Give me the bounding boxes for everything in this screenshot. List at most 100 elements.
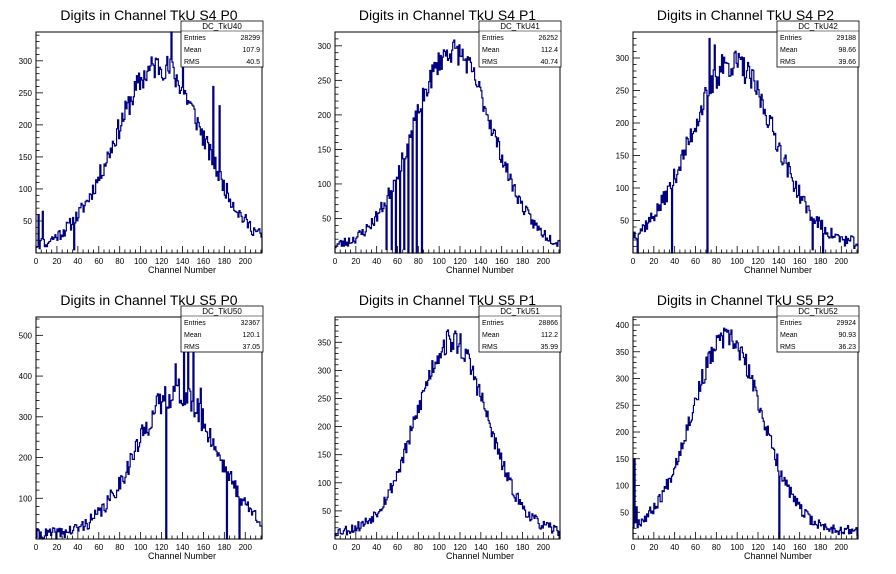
histogram-panel-1: Digits in Channel TkU S4 P1 0 20 40 60 80 100 1… xyxy=(318,7,562,275)
y-tick-label: 350 xyxy=(318,338,332,347)
chart-title: Digits in Channel TkU S4 P1 xyxy=(359,7,536,23)
stats-value-entries: 28299 xyxy=(241,35,261,42)
x-tick-label: 0 xyxy=(34,543,39,552)
x-tick-label: 100 xyxy=(134,257,148,266)
stats-value-mean: 120.1 xyxy=(242,332,260,339)
y-tick-label: 200 xyxy=(616,119,630,128)
x-tick-label: 80 xyxy=(414,257,423,266)
x-tick-label: 60 xyxy=(691,543,700,552)
x-tick-label: 20 xyxy=(351,257,360,266)
y-tick-label: 100 xyxy=(318,479,332,488)
x-axis-label: Channel Number xyxy=(744,551,812,561)
x-tick-label: 80 xyxy=(712,543,721,552)
y-tick-label: 250 xyxy=(616,401,630,410)
chart-title: Digits in Channel TkU S5 P2 xyxy=(657,292,834,308)
y-tick-label: 50 xyxy=(322,214,331,223)
x-tick-label: 40 xyxy=(372,543,381,552)
y-tick-label: 350 xyxy=(616,348,630,357)
y-tick-label: 50 xyxy=(322,507,331,516)
x-tick-label: 80 xyxy=(414,543,423,552)
x-tick-label: 120 xyxy=(453,257,467,266)
stats-label-rms: RMS xyxy=(184,59,200,66)
y-tick-label: 200 xyxy=(318,111,332,120)
x-tick-label: 120 xyxy=(155,257,169,266)
x-tick-label: 140 xyxy=(176,543,190,552)
x-tick-label: 100 xyxy=(134,543,148,552)
x-tick-label: 140 xyxy=(474,543,488,552)
y-tick-label: 100 xyxy=(19,494,33,503)
stats-value-entries: 29188 xyxy=(837,35,857,42)
histogram-panel-2: Digits in Channel TkU S4 P2 0 20 40 60 80 100 1… xyxy=(616,7,860,275)
x-axis-label: Channel Number xyxy=(148,551,216,561)
stats-box: DC_TkU42 Entries 29188 Mean 98.66 RMS 39.66 xyxy=(776,20,860,68)
y-tick-label: 250 xyxy=(318,76,332,85)
stats-label-rms: RMS xyxy=(780,59,796,66)
x-axis-label: Channel Number xyxy=(148,265,216,275)
x-tick-label: 40 xyxy=(670,257,679,266)
stats-box: DC_TkU40 Entries 28299 Mean 107.9 RMS 40.5 xyxy=(180,20,264,68)
x-tick-label: 180 xyxy=(516,543,530,552)
x-tick-label: 160 xyxy=(495,257,509,266)
stats-value-rms: 39.66 xyxy=(838,59,856,66)
x-tick-label: 60 xyxy=(94,543,103,552)
x-tick-label: 100 xyxy=(730,257,744,266)
x-tick-label: 160 xyxy=(495,543,509,552)
stats-box: DC_TkU41 Entries 26252 Mean 112.4 RMS 40.74 xyxy=(478,20,562,68)
x-tick-label: 100 xyxy=(432,543,446,552)
y-tick-label: 50 xyxy=(620,508,629,517)
x-tick-label: 80 xyxy=(712,257,721,266)
y-tick-label: 200 xyxy=(318,423,332,432)
x-tick-label: 40 xyxy=(372,257,381,266)
x-tick-label: 180 xyxy=(218,257,232,266)
stats-box: DC_TkU50 Entries 32367 Mean 120.1 RMS 37.05 xyxy=(180,305,264,353)
stats-name: DC_TkU52 xyxy=(798,307,838,316)
y-tick-label: 150 xyxy=(19,153,33,162)
stats-label-mean: Mean xyxy=(780,47,798,54)
stats-label-entries: Entries xyxy=(780,320,802,327)
stats-label-entries: Entries xyxy=(184,320,206,327)
x-tick-label: 100 xyxy=(730,543,744,552)
histogram-series xyxy=(632,37,859,254)
y-tick-label: 200 xyxy=(19,121,33,130)
y-tick-label: 150 xyxy=(616,152,630,161)
y-tick-label: 200 xyxy=(616,428,630,437)
x-tick-label: 160 xyxy=(793,257,807,266)
stats-value-mean: 107.9 xyxy=(242,47,260,54)
x-tick-label: 0 xyxy=(631,257,636,266)
stats-value-entries: 28866 xyxy=(539,320,559,327)
stats-label-entries: Entries xyxy=(780,35,802,42)
x-tick-label: 40 xyxy=(73,543,82,552)
x-tick-label: 120 xyxy=(751,543,765,552)
plot-frame xyxy=(35,31,263,254)
x-tick-label: 180 xyxy=(516,257,530,266)
x-tick-label: 0 xyxy=(34,257,39,266)
x-tick-label: 200 xyxy=(239,543,253,552)
x-tick-label: 140 xyxy=(772,543,786,552)
stats-value-entries: 26252 xyxy=(539,35,559,42)
stats-value-rms: 35.99 xyxy=(540,344,558,351)
y-tick-label: 100 xyxy=(616,184,630,193)
x-tick-label: 120 xyxy=(453,543,467,552)
stats-box-frame xyxy=(478,20,562,68)
stats-value-mean: 90.93 xyxy=(838,332,856,339)
x-tick-label: 180 xyxy=(814,257,828,266)
stats-name: DC_TkU51 xyxy=(500,307,540,316)
stats-box-frame xyxy=(478,305,562,353)
stats-value-rms: 40.74 xyxy=(540,59,558,66)
histogram-panel-5: Digits in Channel TkU S5 P2 0 20 40 60 80 100 1… xyxy=(616,292,860,561)
x-tick-label: 40 xyxy=(73,257,82,266)
y-tick-label: 250 xyxy=(616,87,630,96)
x-tick-label: 60 xyxy=(94,257,103,266)
x-tick-label: 60 xyxy=(691,257,700,266)
x-tick-label: 20 xyxy=(649,543,658,552)
y-tick-label: 500 xyxy=(19,331,33,340)
stats-label-entries: Entries xyxy=(482,320,504,327)
y-tick-label: 100 xyxy=(616,482,630,491)
x-tick-label: 140 xyxy=(176,257,190,266)
stats-label-mean: Mean xyxy=(482,332,500,339)
y-tick-label: 150 xyxy=(318,451,332,460)
stats-label-rms: RMS xyxy=(780,344,796,351)
x-tick-label: 200 xyxy=(537,543,551,552)
y-tick-label: 300 xyxy=(19,413,33,422)
x-axis-label: Channel Number xyxy=(744,265,812,275)
